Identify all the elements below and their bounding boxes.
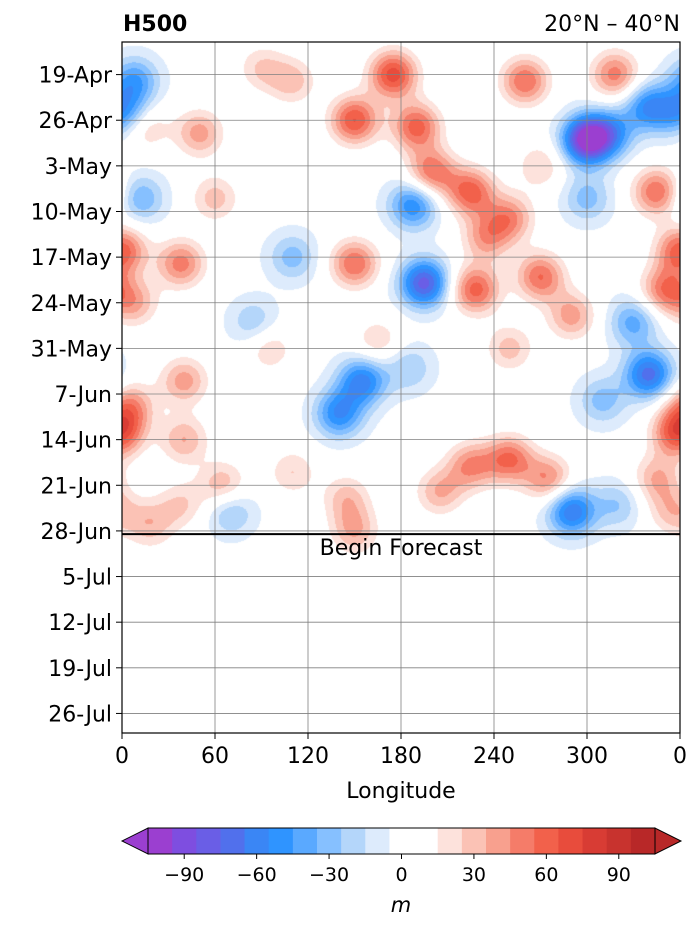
colorbar-segment [437,828,463,854]
x-tick-label: 180 [380,744,422,769]
y-tick-label: 19-Apr [38,64,112,89]
colorbar-segment [148,828,173,854]
colorbar-segment [244,828,270,854]
colorbar-label: m [391,893,411,917]
chart-title-right: 20°N – 40°N [544,12,680,37]
colorbar-tick-label: −90 [164,864,204,886]
colorbar-segment [606,828,632,854]
y-tick-label: 28-Jun [40,520,112,545]
colorbar-segment [582,828,608,854]
colorbar-tick-label: −60 [237,864,277,886]
colorbar-extend-high [654,827,683,855]
colorbar-segment [630,828,656,854]
colorbar-segment [292,828,318,854]
x-tick-label: 0 [115,744,129,769]
y-tick-label: 26-Jul [48,702,112,727]
forecast-label: Begin Forecast [320,536,483,561]
colorbar-segment [558,828,584,854]
colorbar-segment [196,828,221,854]
y-tick-label: 3-May [45,155,112,180]
colorbar: −90 −60 −30 0 30 60 90 [120,827,683,886]
x-axis-ticks: 0 60 120 180 240 300 0 [115,733,687,769]
colorbar-segment [317,828,342,854]
colorbar-segment [413,828,439,854]
y-tick-label: 7-Jun [54,383,112,408]
colorbar-segment [510,828,535,854]
y-tick-label: 17-May [31,246,112,271]
colorbar-tick-label: −30 [309,864,349,886]
colorbar-segment [220,828,246,854]
x-tick-label: 0 [673,744,687,769]
y-tick-label: 24-May [31,292,112,317]
colorbar-segment [172,828,197,854]
x-axis-label: Longitude [346,779,455,804]
y-tick-label: 14-Jun [40,429,112,454]
y-tick-label: 5-Jul [62,566,112,591]
y-tick-label: 21-Jun [40,474,112,499]
colorbar-extend-low [120,827,149,855]
colorbar-tick-label: 60 [534,864,558,886]
colorbar-segment [268,828,294,854]
colorbar-tick-label: 0 [395,864,407,886]
colorbar-segment [389,828,415,854]
y-tick-label: 10-May [31,200,112,225]
colorbar-segment [534,828,559,854]
x-tick-label: 240 [473,744,515,769]
colorbar-tick-label: 30 [462,864,486,886]
chart-title-left: H500 [123,12,187,37]
y-tick-label: 12-Jul [48,611,112,636]
x-tick-label: 300 [566,744,608,769]
colorbar-segment [461,828,487,854]
y-tick-label: 19-Jul [48,657,112,682]
y-axis-ticks: 19-Apr 26-Apr 3-May 10-May 17-May 24-May 31-Ma… [31,64,122,727]
colorbar-segment [486,828,511,854]
x-tick-label: 120 [287,744,329,769]
colorbar-segment [365,828,390,854]
x-tick-label: 60 [201,744,229,769]
y-tick-label: 31-May [31,337,112,362]
colorbar-tick-label: 90 [607,864,631,886]
colorbar-segment [341,828,366,854]
forecast-marker: Begin Forecast [122,533,680,561]
y-tick-label: 26-Apr [38,109,112,134]
